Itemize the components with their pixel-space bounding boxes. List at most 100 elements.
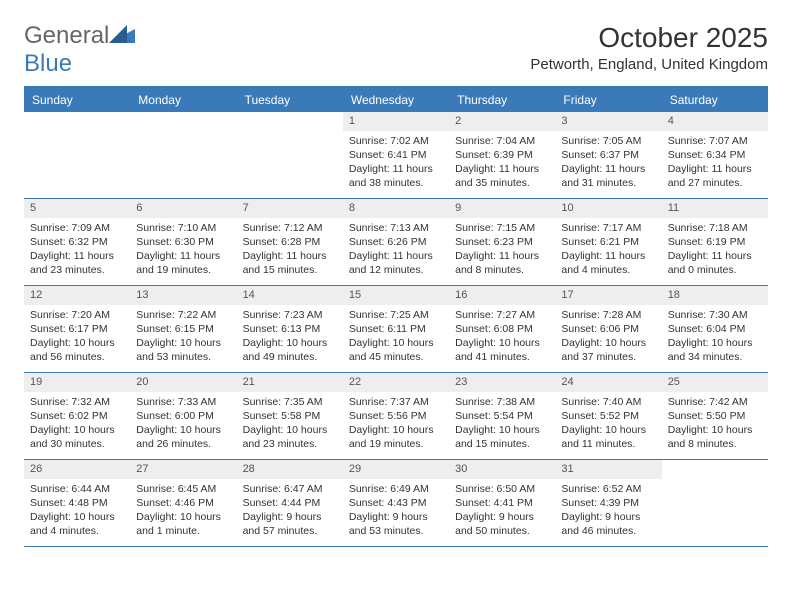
daylight1-text: Daylight: 11 hours (561, 249, 655, 263)
calendar-cell: 14Sunrise: 7:23 AMSunset: 6:13 PMDayligh… (237, 286, 343, 372)
daylight2-text: and 34 minutes. (668, 350, 762, 364)
calendar-cell (24, 112, 130, 198)
calendar-cell: 6Sunrise: 7:10 AMSunset: 6:30 PMDaylight… (130, 199, 236, 285)
daylight2-text: and 12 minutes. (349, 263, 443, 277)
calendar-cell (237, 112, 343, 198)
day-number: 9 (449, 199, 555, 218)
sunrise-text: Sunrise: 7:30 AM (668, 308, 762, 322)
calendar-cell: 18Sunrise: 7:30 AMSunset: 6:04 PMDayligh… (662, 286, 768, 372)
sunset-text: Sunset: 6:19 PM (668, 235, 762, 249)
sunrise-text: Sunrise: 6:50 AM (455, 482, 549, 496)
calendar-cell: 13Sunrise: 7:22 AMSunset: 6:15 PMDayligh… (130, 286, 236, 372)
sunrise-text: Sunrise: 7:04 AM (455, 134, 549, 148)
daylight1-text: Daylight: 11 hours (349, 249, 443, 263)
calendar-cell (662, 460, 768, 546)
calendar-cell: 2Sunrise: 7:04 AMSunset: 6:39 PMDaylight… (449, 112, 555, 198)
day-number: 29 (343, 460, 449, 479)
day-number: 12 (24, 286, 130, 305)
daylight1-text: Daylight: 10 hours (136, 336, 230, 350)
calendar-cell: 12Sunrise: 7:20 AMSunset: 6:17 PMDayligh… (24, 286, 130, 372)
sunset-text: Sunset: 6:30 PM (136, 235, 230, 249)
day-number: 19 (24, 373, 130, 392)
sunset-text: Sunset: 6:23 PM (455, 235, 549, 249)
day-number: 30 (449, 460, 555, 479)
calendar-cell: 1Sunrise: 7:02 AMSunset: 6:41 PMDaylight… (343, 112, 449, 198)
sunrise-text: Sunrise: 7:17 AM (561, 221, 655, 235)
calendar-cell: 17Sunrise: 7:28 AMSunset: 6:06 PMDayligh… (555, 286, 661, 372)
sunset-text: Sunset: 5:52 PM (561, 409, 655, 423)
weekday-label: Saturday (662, 88, 768, 112)
calendar-week: 5Sunrise: 7:09 AMSunset: 6:32 PMDaylight… (24, 199, 768, 286)
sunrise-text: Sunrise: 6:44 AM (30, 482, 124, 496)
day-number: 8 (343, 199, 449, 218)
sunset-text: Sunset: 6:41 PM (349, 148, 443, 162)
calendar-cell: 4Sunrise: 7:07 AMSunset: 6:34 PMDaylight… (662, 112, 768, 198)
calendar-cell: 27Sunrise: 6:45 AMSunset: 4:46 PMDayligh… (130, 460, 236, 546)
calendar-cell: 21Sunrise: 7:35 AMSunset: 5:58 PMDayligh… (237, 373, 343, 459)
day-number: 22 (343, 373, 449, 392)
daylight2-text: and 41 minutes. (455, 350, 549, 364)
sunset-text: Sunset: 4:39 PM (561, 496, 655, 510)
daylight2-text: and 45 minutes. (349, 350, 443, 364)
sunrise-text: Sunrise: 7:25 AM (349, 308, 443, 322)
daylight2-text: and 30 minutes. (30, 437, 124, 451)
sunrise-text: Sunrise: 7:33 AM (136, 395, 230, 409)
sunrise-text: Sunrise: 7:09 AM (30, 221, 124, 235)
daylight1-text: Daylight: 10 hours (243, 423, 337, 437)
sunrise-text: Sunrise: 7:07 AM (668, 134, 762, 148)
day-number (24, 112, 130, 131)
calendar-cell: 22Sunrise: 7:37 AMSunset: 5:56 PMDayligh… (343, 373, 449, 459)
daylight1-text: Daylight: 11 hours (243, 249, 337, 263)
daylight1-text: Daylight: 11 hours (668, 162, 762, 176)
calendar-cell: 31Sunrise: 6:52 AMSunset: 4:39 PMDayligh… (555, 460, 661, 546)
daylight2-text: and 53 minutes. (349, 524, 443, 538)
weekday-label: Sunday (24, 88, 130, 112)
sunset-text: Sunset: 6:21 PM (561, 235, 655, 249)
calendar-cell: 11Sunrise: 7:18 AMSunset: 6:19 PMDayligh… (662, 199, 768, 285)
day-number: 15 (343, 286, 449, 305)
day-number: 25 (662, 373, 768, 392)
daylight1-text: Daylight: 9 hours (243, 510, 337, 524)
location-label: Petworth, England, United Kingdom (530, 56, 768, 73)
sunset-text: Sunset: 5:58 PM (243, 409, 337, 423)
daylight1-text: Daylight: 10 hours (30, 423, 124, 437)
sunrise-text: Sunrise: 7:13 AM (349, 221, 443, 235)
day-number: 3 (555, 112, 661, 131)
sunset-text: Sunset: 6:00 PM (136, 409, 230, 423)
daylight2-text: and 15 minutes. (455, 437, 549, 451)
sunset-text: Sunset: 6:11 PM (349, 322, 443, 336)
sunrise-text: Sunrise: 7:15 AM (455, 221, 549, 235)
day-number: 10 (555, 199, 661, 218)
calendar-cell: 29Sunrise: 6:49 AMSunset: 4:43 PMDayligh… (343, 460, 449, 546)
calendar-week: 19Sunrise: 7:32 AMSunset: 6:02 PMDayligh… (24, 373, 768, 460)
day-number: 16 (449, 286, 555, 305)
sunset-text: Sunset: 6:15 PM (136, 322, 230, 336)
sunrise-text: Sunrise: 7:40 AM (561, 395, 655, 409)
day-number: 21 (237, 373, 343, 392)
daylight1-text: Daylight: 11 hours (668, 249, 762, 263)
day-number: 18 (662, 286, 768, 305)
calendar-cell: 7Sunrise: 7:12 AMSunset: 6:28 PMDaylight… (237, 199, 343, 285)
calendar-week: 12Sunrise: 7:20 AMSunset: 6:17 PMDayligh… (24, 286, 768, 373)
daylight1-text: Daylight: 10 hours (136, 510, 230, 524)
calendar-cell: 24Sunrise: 7:40 AMSunset: 5:52 PMDayligh… (555, 373, 661, 459)
logo-text: General Blue (24, 22, 135, 78)
daylight2-text: and 1 minute. (136, 524, 230, 538)
daylight2-text: and 38 minutes. (349, 176, 443, 190)
daylight2-text: and 19 minutes. (136, 263, 230, 277)
calendar-cell: 9Sunrise: 7:15 AMSunset: 6:23 PMDaylight… (449, 199, 555, 285)
daylight1-text: Daylight: 11 hours (349, 162, 443, 176)
calendar-cell: 20Sunrise: 7:33 AMSunset: 6:00 PMDayligh… (130, 373, 236, 459)
day-number: 1 (343, 112, 449, 131)
sunrise-text: Sunrise: 7:37 AM (349, 395, 443, 409)
day-number: 20 (130, 373, 236, 392)
daylight2-text: and 46 minutes. (561, 524, 655, 538)
calendar-cell: 5Sunrise: 7:09 AMSunset: 6:32 PMDaylight… (24, 199, 130, 285)
daylight2-text: and 50 minutes. (455, 524, 549, 538)
daylight2-text: and 4 minutes. (30, 524, 124, 538)
day-number: 31 (555, 460, 661, 479)
calendar-week: 1Sunrise: 7:02 AMSunset: 6:41 PMDaylight… (24, 112, 768, 199)
daylight1-text: Daylight: 9 hours (349, 510, 443, 524)
calendar-cell: 8Sunrise: 7:13 AMSunset: 6:26 PMDaylight… (343, 199, 449, 285)
daylight2-text: and 0 minutes. (668, 263, 762, 277)
